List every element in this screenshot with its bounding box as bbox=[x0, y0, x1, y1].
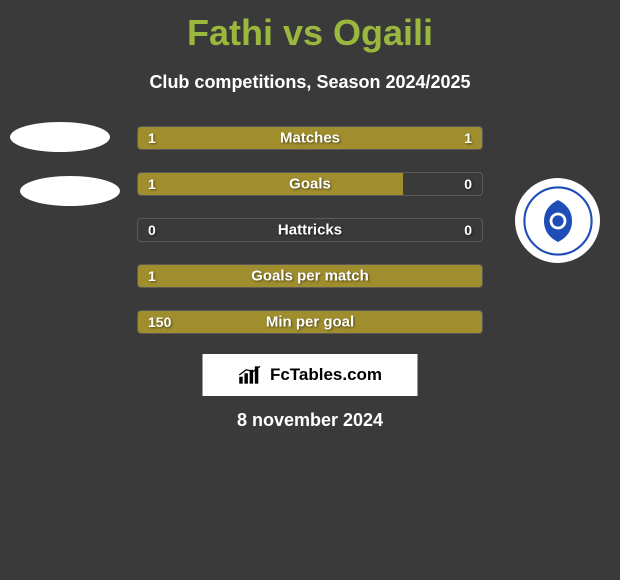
bar-label: Min per goal bbox=[266, 314, 354, 331]
bar-label: Matches bbox=[280, 130, 340, 147]
player-left-avatar-2 bbox=[20, 176, 120, 206]
bar-row-min-per-goal: 150 Min per goal bbox=[137, 310, 483, 334]
bar-row-goals: 1 Goals 0 bbox=[137, 172, 483, 196]
bar-right-value: 0 bbox=[464, 176, 472, 192]
bar-left-value: 1 bbox=[148, 176, 156, 192]
bar-right-value: 0 bbox=[464, 222, 472, 238]
player-left-avatar-1 bbox=[10, 122, 110, 152]
date-label: 8 november 2024 bbox=[237, 410, 383, 431]
subtitle: Club competitions, Season 2024/2025 bbox=[0, 72, 620, 93]
bar-left-value: 150 bbox=[148, 314, 171, 330]
bar-row-hattricks: 0 Hattricks 0 bbox=[137, 218, 483, 242]
fctables-badge[interactable]: FcTables.com bbox=[203, 354, 418, 396]
page-title: Fathi vs Ogaili bbox=[0, 0, 620, 54]
bar-row-goals-per-match: 1 Goals per match bbox=[137, 264, 483, 288]
bar-right-value: 1 bbox=[464, 130, 472, 146]
stats-bars: 1 Matches 1 1 Goals 0 0 Hattricks 0 1 Go… bbox=[137, 126, 483, 356]
bar-chart-icon bbox=[238, 364, 264, 386]
bar-left-value: 1 bbox=[148, 130, 156, 146]
bar-left-value: 1 bbox=[148, 268, 156, 284]
bar-label: Goals bbox=[289, 176, 331, 193]
bar-label: Hattricks bbox=[278, 222, 342, 239]
bar-row-matches: 1 Matches 1 bbox=[137, 126, 483, 150]
player-right-club-badge bbox=[515, 178, 600, 263]
bar-left-fill bbox=[138, 173, 403, 195]
bar-label: Goals per match bbox=[251, 268, 369, 285]
club-badge-icon bbox=[523, 186, 593, 256]
bar-left-value: 0 bbox=[148, 222, 156, 238]
fctables-label: FcTables.com bbox=[270, 365, 382, 385]
